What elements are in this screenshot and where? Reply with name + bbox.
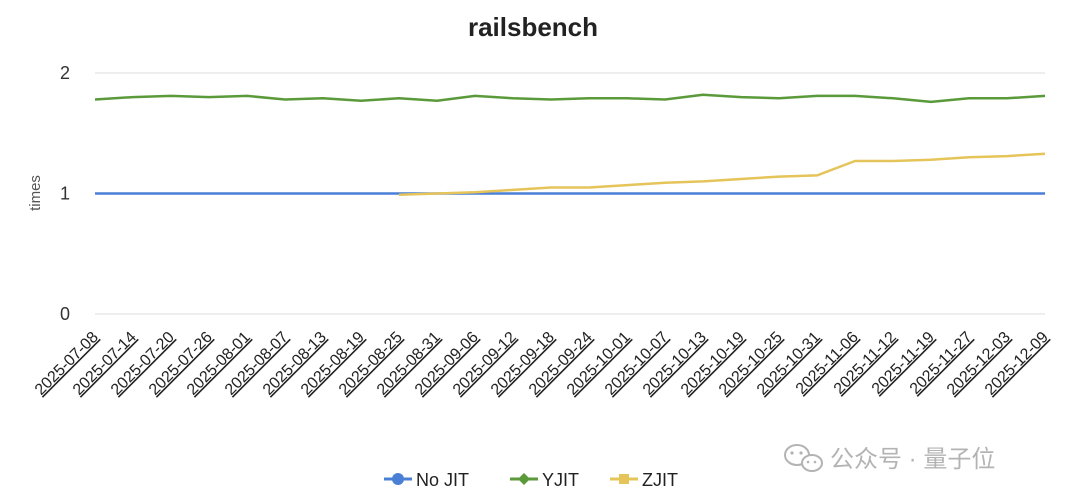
x-tick-labels: 2025-07-082025-07-142025-07-202025-07-26… [32,329,1052,399]
legend-marker-yjit [518,473,530,485]
legend-label-yjit: YJIT [542,470,579,490]
chart-title: railsbench [468,12,598,42]
y-axis-label: times [27,175,44,211]
legend-marker-zjit [619,474,629,484]
legend-marker-no-jit [392,473,404,485]
y-tick-label: 0 [60,304,70,324]
legend-label-no-jit: No JIT [416,470,469,490]
y-tick-labels: 0 1 2 [60,63,70,324]
series-line-zjit [398,152,1046,196]
watermark: 公众号 · 量子位 [784,444,995,473]
watermark-text: 公众号 · 量子位 [830,446,995,473]
y-tick-label: 2 [60,63,70,83]
legend-label-zjit: ZJIT [642,470,678,490]
wechat-icon [784,444,823,472]
series-line-yjit [94,93,1046,104]
legend: No JIT YJIT ZJIT [384,470,678,490]
series-layer [94,93,1046,196]
y-tick-label: 1 [60,184,70,204]
